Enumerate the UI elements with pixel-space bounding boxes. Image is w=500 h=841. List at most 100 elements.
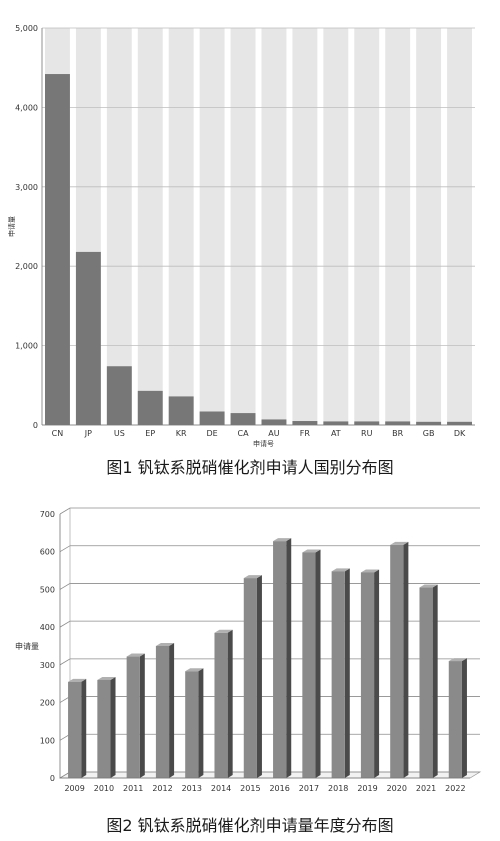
- chart2-xtick-label: 2015: [240, 784, 260, 793]
- chart1-band: [199, 28, 225, 425]
- chart2-bar-side: [286, 538, 292, 778]
- chart2-bar: [243, 578, 257, 778]
- chart2-xtick-label: 2014: [211, 784, 231, 793]
- chart1-ytick-label: 0: [33, 421, 38, 430]
- chart2-bar-side: [432, 584, 438, 778]
- chart2-xtick-label: 2010: [94, 784, 114, 793]
- chart2-bar-side: [139, 653, 145, 778]
- chart2-gridline: [59, 658, 480, 666]
- chart2-bar-side: [110, 676, 116, 778]
- chart2-ytick-label: 0: [50, 774, 55, 783]
- chart1-band: [230, 28, 256, 425]
- chart1-bar: [137, 390, 163, 425]
- chart2-bar-top: [243, 575, 262, 579]
- chart2-bar: [185, 671, 199, 778]
- chart2-bar-top: [390, 541, 409, 545]
- chart2-bar: [360, 572, 375, 778]
- chart1-band: [354, 28, 380, 425]
- chart1-xtick-label: GB: [423, 429, 435, 438]
- chart2-bar: [68, 681, 82, 778]
- chart1-xtick-label: AU: [268, 429, 279, 438]
- chart2-bar-side: [461, 658, 467, 778]
- chart2-gridline: [59, 583, 480, 590]
- chart1-bar: [323, 421, 349, 425]
- chart1-band: [447, 28, 472, 425]
- chart1-bar: [292, 421, 318, 425]
- chart2-bar-top: [302, 549, 321, 553]
- chart2-gridline: [59, 696, 480, 703]
- chart2-bar: [126, 656, 140, 778]
- figure2-caption: 图2 钒钛系脱硝催化剂申请量年度分布图: [106, 816, 394, 835]
- chart2-gridline: [59, 507, 480, 515]
- chart2-xtick-label: 2013: [182, 784, 202, 793]
- chart2-bar-top: [97, 676, 116, 680]
- chart1-xtick-label: RU: [361, 429, 373, 438]
- chart1-xtick-label: FR: [300, 429, 311, 438]
- chart1-xtick-label: BR: [392, 429, 403, 438]
- chart1-bar: [106, 366, 132, 425]
- chart2-bar: [155, 646, 170, 778]
- chart1-bar: [75, 251, 101, 425]
- chart2-bar: [448, 661, 462, 778]
- chart2-ytick-label: 700: [40, 510, 55, 519]
- chart1-xtick-label: AT: [331, 429, 341, 438]
- chart2-xtick-label: 2016: [269, 784, 289, 793]
- chart-country-distribution: 0 1,000 2,000 3,000 4,000 5,000 CN JP US EP KR DE CA…: [7, 24, 475, 448]
- chart2-bar: [331, 571, 345, 778]
- chart1-band: [385, 28, 411, 425]
- chart2-ytick-label: 100: [40, 736, 55, 745]
- chart1-xtick-label: EP: [145, 429, 155, 438]
- chart2-bar: [390, 544, 404, 778]
- chart2-floor: [58, 771, 482, 779]
- chart2-bar-side: [198, 668, 204, 778]
- chart1-ytick-label: 4,000: [15, 103, 38, 112]
- chart1-ytick-label: 3,000: [15, 183, 38, 192]
- chart2-bar-side: [315, 549, 321, 778]
- chart2-xtick-label: 2018: [328, 784, 348, 793]
- chart1-band: [106, 28, 132, 425]
- chart1-ytick-label: 1,000: [15, 342, 38, 351]
- chart1-xtick-label: DE: [206, 429, 217, 438]
- chart1-svg: 0 1,000 2,000 3,000 4,000 5,000 CN JP US EP KR DE CA…: [7, 24, 475, 448]
- chart1-xtick-label: KR: [176, 429, 187, 438]
- chart2-bar-side: [344, 568, 350, 778]
- chart2-xtick-label: 2019: [357, 784, 377, 793]
- chart1-xaxis-title: 申请号: [253, 439, 274, 448]
- chart2-bar-top: [331, 568, 350, 572]
- chart2-xtick-label: 2017: [299, 784, 319, 793]
- chart2-bar-side: [403, 541, 409, 778]
- chart2-xtick-label: 2021: [416, 784, 436, 793]
- chart2-ytick-label: 600: [40, 548, 55, 557]
- chart1-yaxis-title: 申请量: [7, 216, 16, 237]
- chart2-yaxis-title: 申请量: [15, 641, 39, 651]
- chart2-gridline: [59, 545, 480, 553]
- chart2-xtick-label: 2020: [387, 784, 407, 793]
- chart2-bar: [214, 632, 228, 778]
- chart2-bar-side: [81, 678, 87, 778]
- chart2-bar-side: [374, 569, 380, 778]
- chart-annual-distribution: 0 100 200 300 400 500 600 700 2009 2010 2011 2012 20…: [0, 490, 500, 808]
- chart2-bar-top: [448, 658, 467, 662]
- chart1-bar: [45, 74, 70, 425]
- chart1-bar: [354, 421, 380, 425]
- chart2-svg: 0 100 200 300 400 500 600 700 2009 2010 2011 2012 20…: [15, 507, 482, 793]
- chart2-gridline: [59, 620, 480, 628]
- chart2-ytick-label: 500: [40, 585, 55, 594]
- chart1-band: [323, 28, 349, 425]
- chart2-bar-top: [68, 678, 87, 682]
- chart2-bar-side: [256, 575, 262, 778]
- chart1-bar: [416, 421, 442, 425]
- chart1-xtick-label: CA: [238, 429, 250, 438]
- chart1-ytick-label: 2,000: [15, 262, 38, 271]
- chart1-xtick-label: DK: [454, 429, 466, 438]
- chart2-bar-side: [227, 629, 233, 778]
- chart2-ytick-label: 400: [40, 623, 55, 632]
- chart2-bar: [419, 587, 433, 778]
- chart2-bar-top: [360, 569, 380, 573]
- chart2-xtick-label: 2011: [123, 784, 143, 793]
- chart2-bar-top: [419, 584, 438, 588]
- chart2-xtick-label: 2022: [445, 784, 465, 793]
- chart1-bar: [168, 396, 194, 425]
- chart2-xtick-label: 2012: [152, 784, 172, 793]
- chart1-bar: [199, 411, 225, 425]
